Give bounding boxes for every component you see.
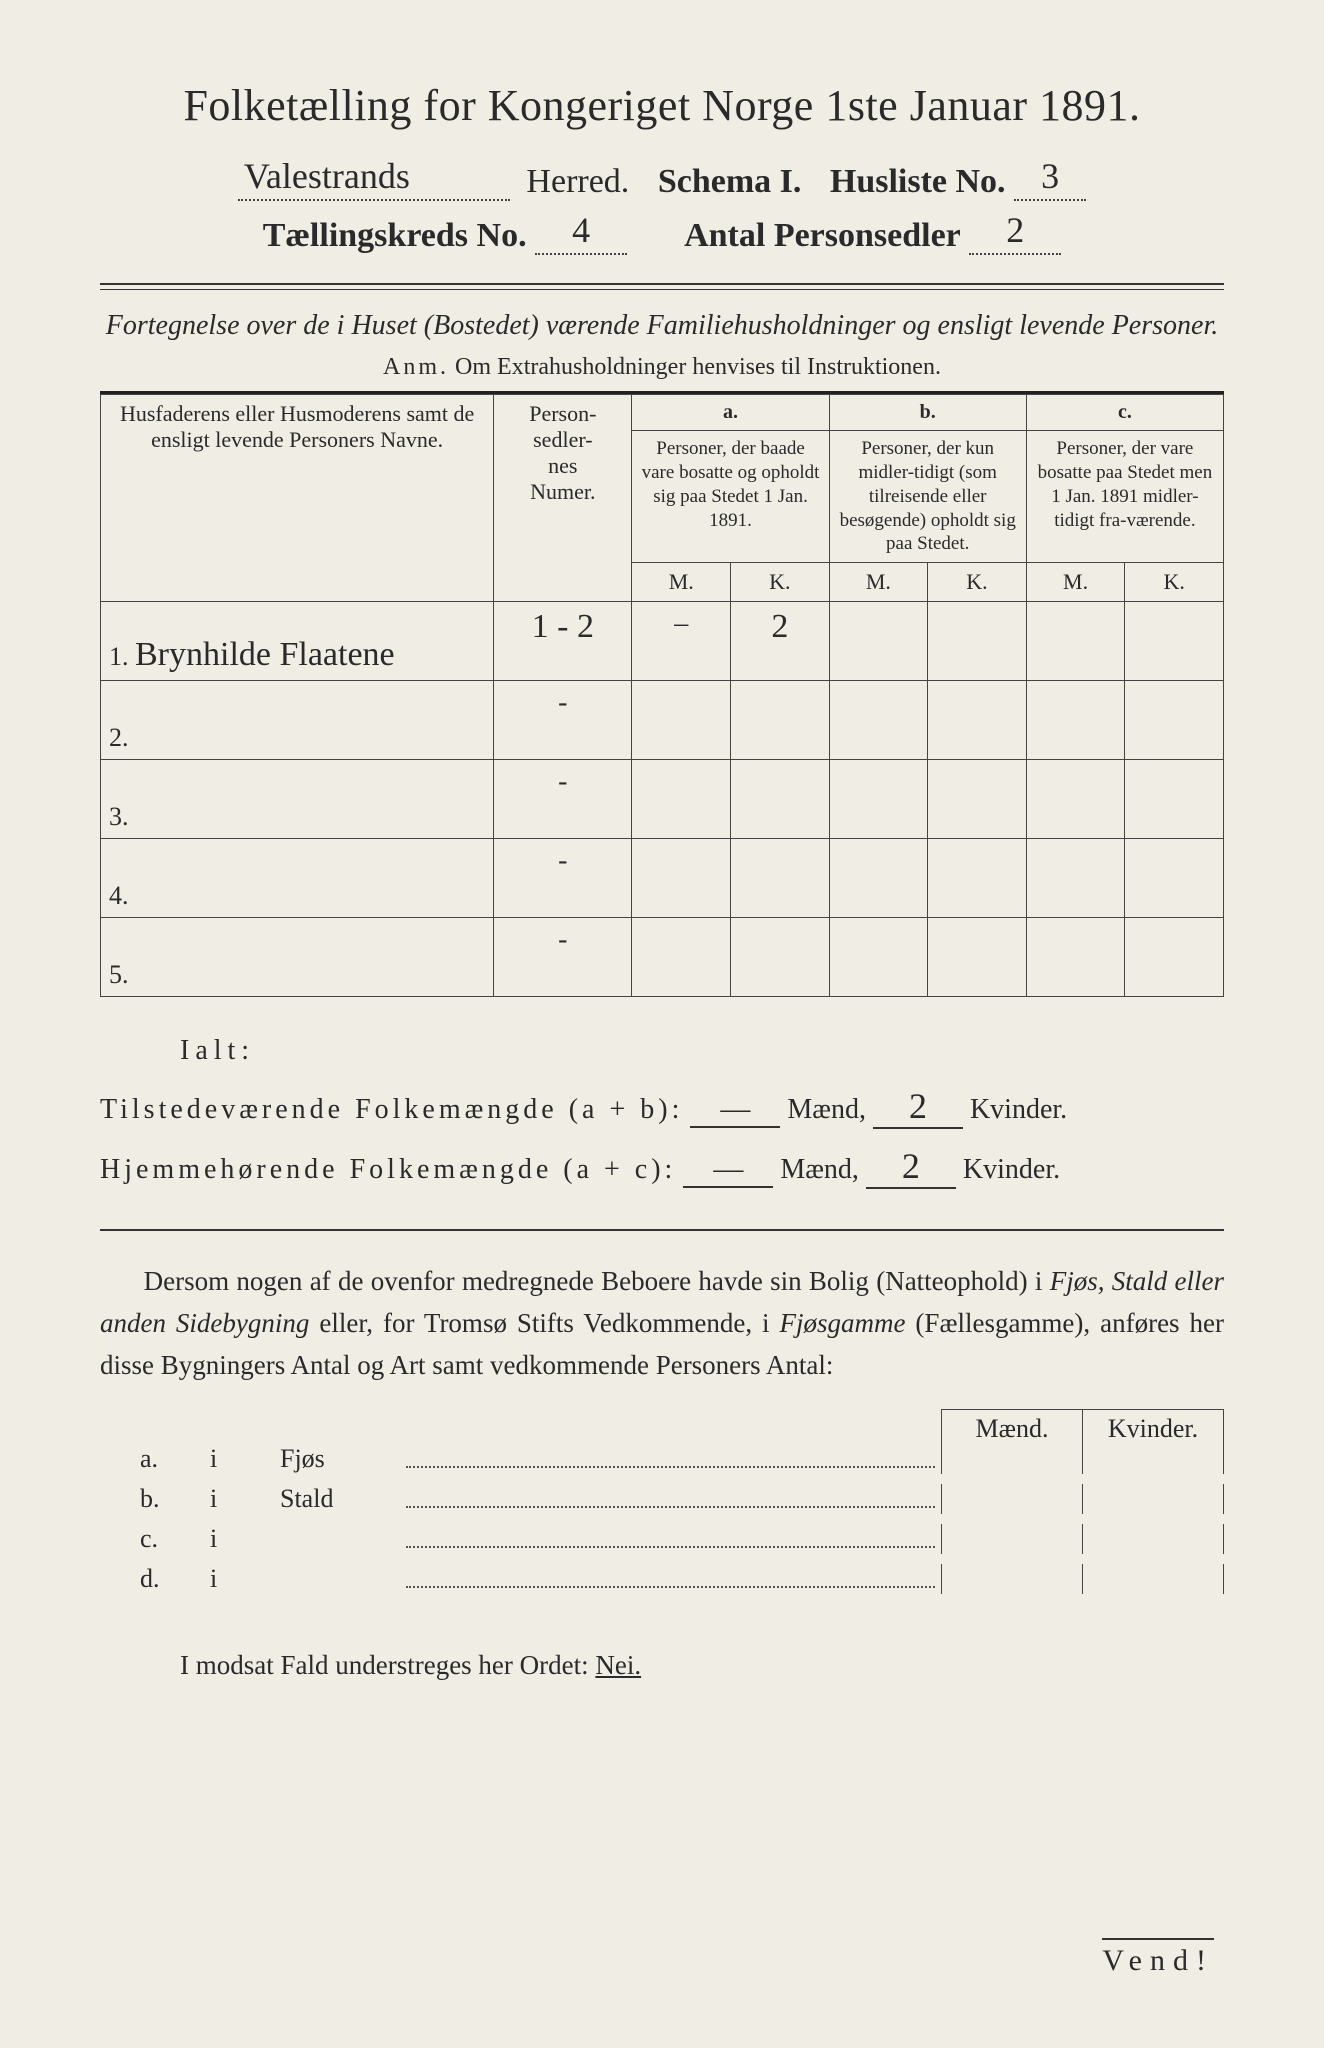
schema-label: Schema I. [658,163,802,200]
group-c-label: c. [1026,395,1223,431]
col-c-k: K. [1125,563,1224,602]
group-a-label: a. [632,395,829,431]
ialt-label: Ialt: [180,1035,1224,1067]
anm-label: Anm. [383,354,449,380]
subtitle: Fortegnelse over de i Huset (Bostedet) v… [100,308,1224,344]
anm-text: Om Extrahusholdninger henvises til Instr… [455,354,941,380]
herred-label: Herred. [526,163,629,200]
kreds-value: 4 [535,209,627,255]
table-row: 4. - [101,839,1224,918]
col-header-numer: Person- sedler- nes Numer. [494,395,632,602]
nei-word: Nei. [595,1650,641,1680]
col-header-names: Husfaderens eller Husmoderens samt de en… [101,395,494,602]
main-table: Husfaderens eller Husmoderens samt de en… [100,394,1224,997]
sidebldg-rows: a. i Fjøs b. i Stald c. i d. i [140,1444,1224,1594]
col-a-k: K. [731,563,830,602]
col-header-a: Personer, der baade vare bosatte og opho… [632,431,829,563]
divider [100,1229,1224,1231]
col-b-k: K. [928,563,1027,602]
page-title: Folketælling for Kongeriget Norge 1ste J… [100,80,1224,131]
col-b-m: M. [829,563,928,602]
group-b-label: b. [829,395,1026,431]
sidebldg-row: a. i Fjøs [140,1444,1224,1474]
herred-value: Valestrands [238,155,510,201]
col-header-b: Personer, der kun midler-tidigt (som til… [829,431,1026,563]
sidebldg-head-k: Kvinder. [1082,1409,1224,1444]
header-line-2: Tællingskreds No. 4 Antal Personsedler 2 [100,209,1224,255]
sidebldg-head-m: Mænd. [941,1409,1082,1444]
sidebldg-header: Mænd. Kvinder. [140,1409,1224,1444]
husliste-label: Husliste No. [830,163,1006,200]
table-row: 2. - [101,681,1224,760]
col-header-c: Personer, der vare bosatte paa Stedet me… [1026,431,1223,563]
kreds-label: Tællingskreds No. [263,217,527,254]
table-row: 1. Brynhilde Flaatene 1 - 2 – 2 [101,602,1224,681]
table-row: 3. - [101,760,1224,839]
header-line-1: Valestrands Herred. Schema I. Husliste N… [100,155,1224,201]
antal-value: 2 [969,209,1061,255]
anm-line: Anm. Om Extrahusholdninger henvises til … [100,354,1224,381]
antal-label: Antal Personsedler [684,217,961,254]
sidebygning-paragraph: Dersom nogen af de ovenfor medregnede Be… [100,1261,1224,1387]
sidebldg-row: b. i Stald [140,1484,1224,1514]
sidebldg-row: d. i [140,1564,1224,1594]
col-c-m: M. [1026,563,1125,602]
nei-line: I modsat Fald understreges her Ordet: Ne… [180,1650,1224,1681]
totals-block: Ialt: Tilstedeværende Folkemængde (a + b… [100,1035,1224,1189]
divider [100,283,1224,290]
table-row: 5. - [101,918,1224,997]
husliste-value: 3 [1014,155,1086,201]
sidebldg-row: c. i [140,1524,1224,1554]
vend-label: Vend! [1102,1938,1214,1978]
totals-line-ac: Hjemmehørende Folkemængde (a + c): — Mæn… [100,1145,1224,1189]
totals-line-ab: Tilstedeværende Folkemængde (a + b): — M… [100,1085,1224,1129]
col-a-m: M. [632,563,731,602]
